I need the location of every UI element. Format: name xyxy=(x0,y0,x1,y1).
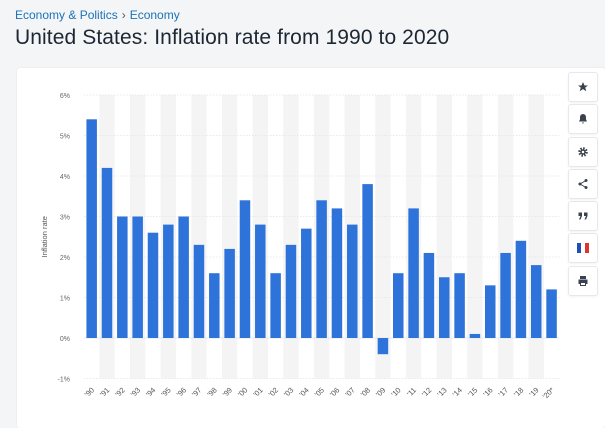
page-title: United States: Inflation rate from 1990 … xyxy=(15,26,450,49)
y-tick-label: 0% xyxy=(60,336,70,343)
bar-14 xyxy=(454,273,465,338)
print-icon xyxy=(578,275,588,286)
x-tick-label: '20* xyxy=(541,386,556,401)
x-tick-label: '15 xyxy=(466,386,479,399)
y-tick-label: 1% xyxy=(60,296,70,303)
bar-12 xyxy=(423,252,435,338)
x-tick-label: '94 xyxy=(144,386,157,399)
x-tick-label: '02 xyxy=(267,386,280,399)
bar-chart: 6% 5% 4% 3% 2% 1% 0% -1% Inflation rate '90'91'92… xyxy=(40,93,560,401)
bar-02 xyxy=(270,273,281,338)
bar-00 xyxy=(239,200,251,338)
x-tick-label: '11 xyxy=(405,386,418,399)
x-tick-label: '04 xyxy=(297,386,310,399)
bar-04 xyxy=(301,228,312,338)
chart-card: 6% 5% 4% 3% 2% 1% 0% -1% Inflation rate '90'91'92… xyxy=(17,68,605,428)
language-button[interactable] xyxy=(568,233,598,264)
x-tick-label: '07 xyxy=(343,386,356,399)
bar-91 xyxy=(101,167,113,338)
bar-93 xyxy=(132,216,143,338)
language-flag-icon xyxy=(577,243,589,254)
x-tick-label: '16 xyxy=(481,386,494,399)
x-tick-label: '03 xyxy=(282,386,295,399)
y-tick-label: 3% xyxy=(60,215,70,222)
x-tick-label: '98 xyxy=(205,386,218,399)
y-tick-label: 2% xyxy=(60,255,70,262)
x-tick-label: '13 xyxy=(435,386,448,399)
citation-button[interactable] xyxy=(568,201,598,232)
bar-96 xyxy=(178,216,189,338)
bar-10 xyxy=(393,273,404,338)
y-tick-label: 5% xyxy=(60,134,70,141)
y-axis-label: Inflation rate xyxy=(40,216,49,257)
x-tick-label: '95 xyxy=(159,386,172,399)
favorite-star-icon xyxy=(578,82,588,92)
settings-button[interactable] xyxy=(568,136,598,167)
x-tick-label: '17 xyxy=(497,386,510,399)
column-band xyxy=(375,95,391,379)
x-tick-label: '92 xyxy=(113,386,126,399)
x-tick-label: '97 xyxy=(190,386,203,399)
x-tick-label: '18 xyxy=(512,386,525,399)
share-icon xyxy=(578,178,588,189)
x-tick-label: '05 xyxy=(313,386,326,399)
x-tick-label: '08 xyxy=(359,386,372,399)
bar-20 xyxy=(546,289,557,338)
bar-95 xyxy=(163,224,174,338)
bar-15 xyxy=(469,333,481,338)
x-tick-label: '10 xyxy=(389,386,402,399)
notification-button[interactable] xyxy=(568,104,598,135)
x-tick-label: '90 xyxy=(83,386,96,399)
y-tick-label: 4% xyxy=(60,174,70,181)
print-button[interactable] xyxy=(568,265,598,296)
bar-01 xyxy=(255,224,266,338)
citation-quote-icon xyxy=(578,212,588,220)
favorite-button[interactable] xyxy=(568,72,598,102)
settings-gear-icon xyxy=(578,146,588,157)
x-tick-label: '91 xyxy=(98,386,111,399)
bar-98 xyxy=(209,273,220,338)
bar-08 xyxy=(362,184,373,338)
bar-97 xyxy=(193,244,205,338)
x-tick-label: '19 xyxy=(527,386,540,399)
breadcrumb: Economy & Politics › Economy xyxy=(15,8,180,22)
bar-11 xyxy=(408,208,419,338)
x-tick-label: '12 xyxy=(420,386,433,399)
x-tick-label: '00 xyxy=(236,386,249,399)
x-tick-label: '93 xyxy=(129,386,142,399)
breadcrumb-link-economy-politics[interactable]: Economy & Politics xyxy=(15,8,118,22)
bar-19 xyxy=(530,265,542,338)
breadcrumb-separator: › xyxy=(121,8,126,22)
x-tick-label: '01 xyxy=(251,386,264,399)
bar-92 xyxy=(117,216,128,338)
y-tick-label: -1% xyxy=(58,377,70,384)
chart-toolbar xyxy=(568,72,600,298)
column-band xyxy=(467,95,483,379)
y-tick-label: 6% xyxy=(60,93,70,100)
breadcrumb-link-economy[interactable]: Economy xyxy=(129,8,180,22)
bar-06 xyxy=(331,208,343,338)
bar-90 xyxy=(86,119,97,338)
bar-17 xyxy=(500,252,511,338)
x-tick-label: '06 xyxy=(328,386,341,399)
bar-13 xyxy=(439,277,450,338)
bar-18 xyxy=(515,240,527,338)
x-tick-label: '96 xyxy=(175,386,188,399)
bar-07 xyxy=(347,224,358,338)
share-button[interactable] xyxy=(568,168,598,199)
notification-bell-icon xyxy=(579,114,587,124)
bar-05 xyxy=(316,200,327,338)
bar-09 xyxy=(377,338,389,355)
bar-03 xyxy=(285,244,297,338)
x-tick-label: '99 xyxy=(221,386,234,399)
bar-16 xyxy=(484,285,496,338)
bar-94 xyxy=(147,232,159,338)
x-tick-label: '09 xyxy=(374,386,387,399)
bar-99 xyxy=(224,248,235,338)
x-tick-label: '14 xyxy=(451,386,464,399)
